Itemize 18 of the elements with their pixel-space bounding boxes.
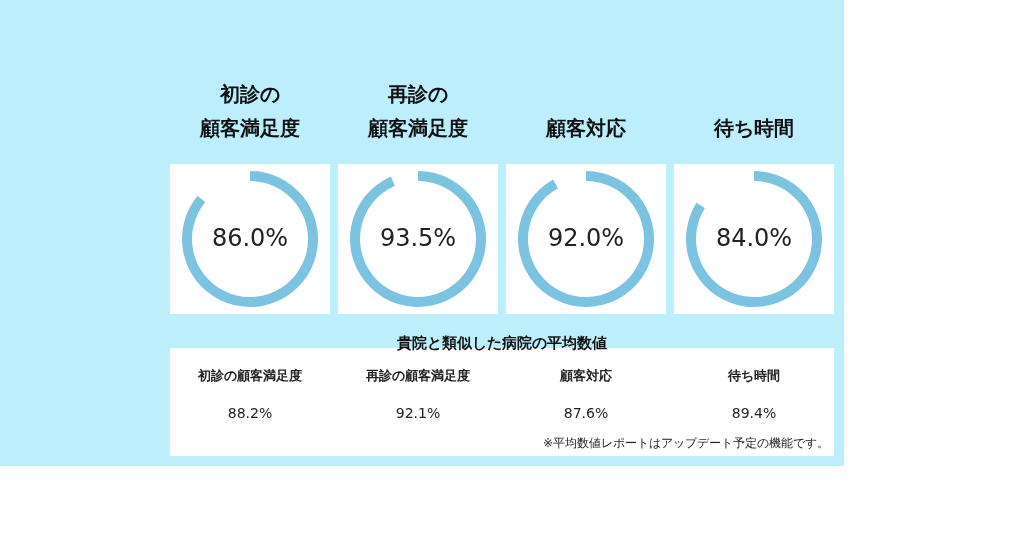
text: ※平均数値レポートはアップデート予定の機能です。	[542, 436, 829, 450]
data-label: 93.5%	[379, 224, 457, 252]
data-label: 84.0%	[715, 224, 793, 252]
chart-title: 再診の顧客満足度	[367, 82, 468, 140]
text: 92.1%	[395, 405, 441, 421]
data-label: 92.0%	[547, 224, 625, 252]
chart-title: 顧客対応	[545, 116, 626, 140]
text: 88.2%	[227, 405, 273, 421]
text: 89.4%	[731, 405, 777, 421]
data-label: 86.0%	[211, 224, 289, 252]
chart-title: 待ち時間	[713, 116, 794, 140]
text: 初診の顧客満足度	[197, 368, 302, 383]
text: 貴院と類似した病院の平均数値	[396, 334, 607, 352]
text: 顧客対応	[559, 368, 612, 383]
text: 87.6%	[563, 405, 609, 421]
text: 再診の顧客満足度	[365, 368, 470, 383]
text: 待ち時間	[727, 368, 780, 383]
chart-title: 初診の顧客満足度	[199, 82, 300, 140]
